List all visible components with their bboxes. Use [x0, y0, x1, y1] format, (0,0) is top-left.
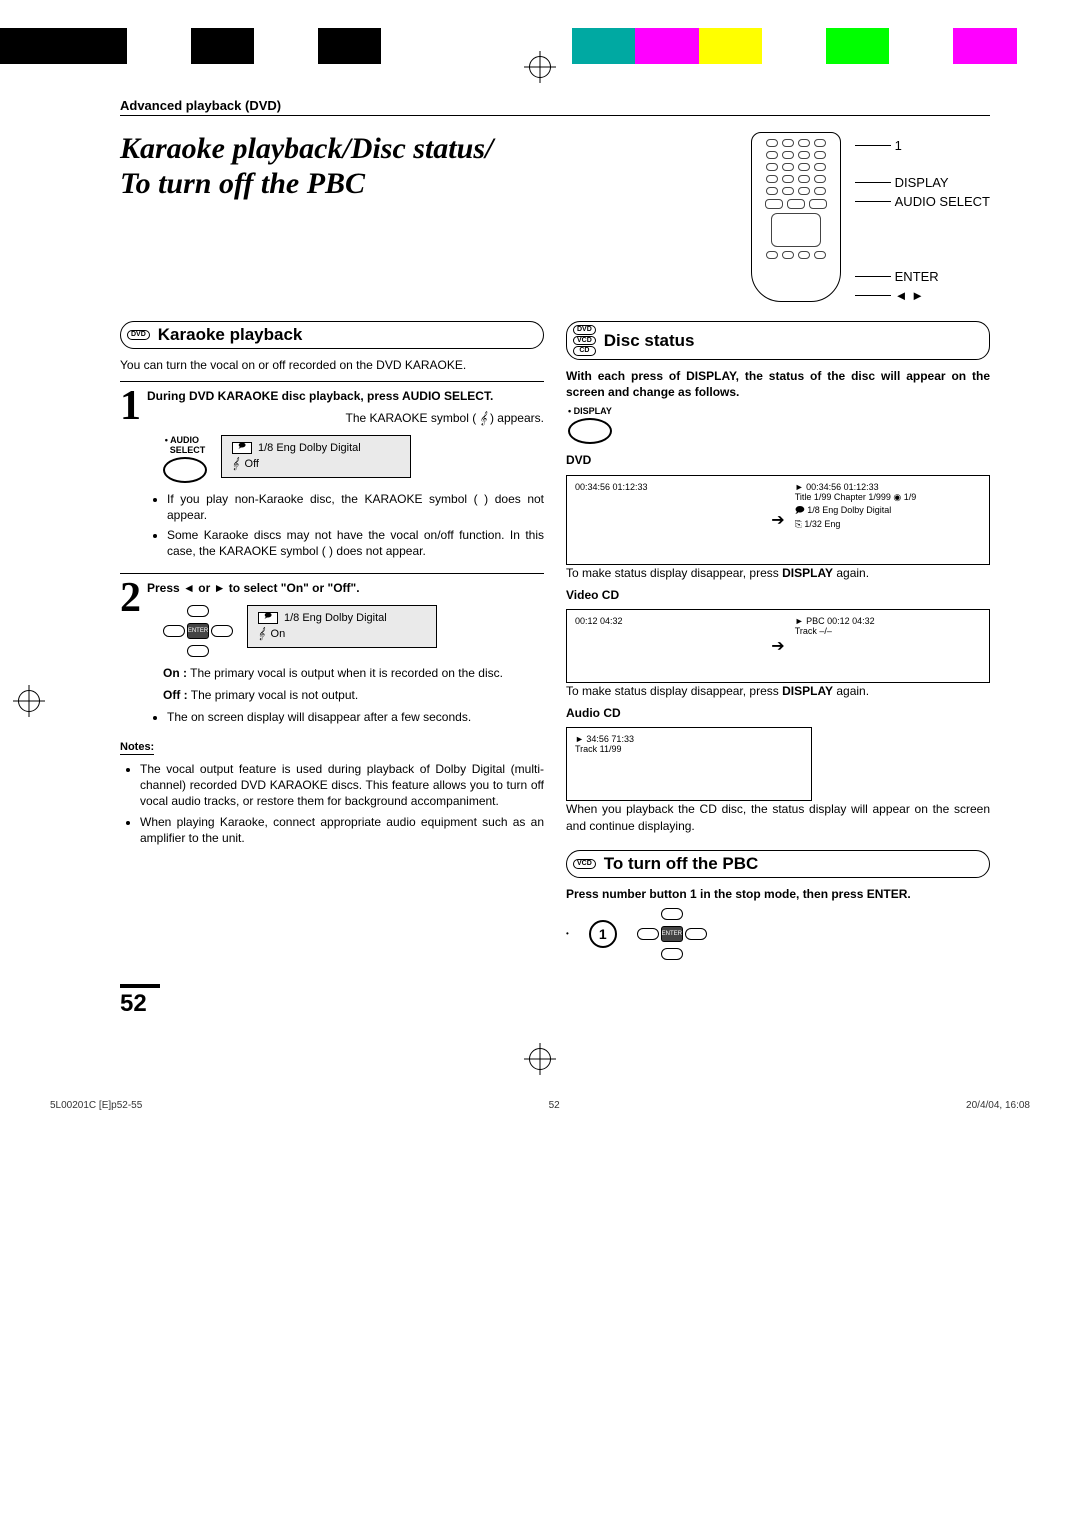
remote-label-1: 1: [895, 138, 902, 153]
audio-select-key-label: • AUDIO SELECT: [165, 435, 206, 455]
karaoke-heading: Karaoke playback: [158, 325, 303, 345]
page-title-line1: Karaoke playback/Disc status/: [120, 132, 727, 167]
pbc-dpad-icon: ENTER: [637, 908, 707, 960]
acd-subhead: Audio CD: [566, 705, 990, 721]
karaoke-intro: You can turn the vocal on or off recorde…: [120, 357, 544, 373]
remote-label-display: DISPLAY: [895, 175, 949, 190]
step-1-sub: The KARAOKE symbol ( 𝄞 ) appears.: [147, 410, 544, 426]
vcd-badge: VCD: [573, 859, 596, 869]
dvd-after: To make status display disappear, press …: [566, 565, 990, 581]
pbc-section-head: VCD To turn off the PBC: [566, 850, 990, 878]
notes-list: The vocal output feature is used during …: [120, 761, 544, 846]
disc-status-section-head: DVD VCD CD Disc status: [566, 321, 990, 360]
registration-mark-left: [18, 690, 40, 712]
audio-select-key-icon: [163, 457, 207, 483]
dvd-badge: DVD: [127, 330, 150, 340]
karaoke-section-head: DVD Karaoke playback: [120, 321, 544, 349]
registration-mark-top: [529, 56, 551, 78]
vcd-subhead: Video CD: [566, 587, 990, 603]
display-key-label: • DISPLAY: [568, 406, 612, 416]
on-desc: On : The primary vocal is output when it…: [163, 665, 544, 681]
notes-heading: Notes:: [120, 741, 154, 755]
display-key-icon: [568, 418, 612, 444]
remote-label-arrows: ◄ ►: [895, 288, 924, 303]
vcd-status-screen: 00:12 04:32 ➔ ► PBC 00:12 04:32 Track –/…: [566, 609, 990, 683]
breadcrumb: Advanced playback (DVD): [120, 98, 990, 113]
disc-status-heading: Disc status: [604, 331, 695, 351]
footer-right: 20/4/04, 16:08: [966, 1100, 1030, 1111]
step-2-bullets: The on screen display will disappear aft…: [147, 709, 544, 725]
vcd-after: To make status display disappear, press …: [566, 683, 990, 699]
footer-mid: 52: [142, 1100, 966, 1111]
dvd-subhead: DVD: [566, 452, 990, 468]
step-2-head: Press ◄ or ► to select "On" or "Off".: [147, 580, 544, 596]
pbc-heading: To turn off the PBC: [604, 854, 759, 874]
page-title-line2: To turn off the PBC: [120, 167, 727, 202]
osd-display-1: 🗩1/8 Eng Dolby Digital 𝄞Off: [221, 435, 411, 478]
registration-mark-bottom: [529, 1048, 551, 1070]
remote-diagram: 1 DISPLAY AUDIO SELECT ENTER ◄ ►: [751, 132, 990, 303]
remote-label-enter: ENTER: [895, 269, 939, 284]
off-desc: Off : The primary vocal is not output.: [163, 687, 544, 703]
dvd-status-screen: 00:34:56 01:12:33 ➔ ► 00:34:56 01:12:33 …: [566, 475, 990, 565]
pbc-dot: •: [566, 929, 569, 938]
page-number: 52: [120, 984, 160, 1018]
footer-left: 5L00201C [E]p52-55: [50, 1100, 142, 1111]
remote-label-audio-select: AUDIO SELECT: [895, 194, 990, 209]
step-1-bullets: If you play non-Karaoke disc, the KARAOK…: [147, 491, 544, 560]
pbc-text: Press number button 1 in the stop mode, …: [566, 886, 990, 902]
divider: [120, 115, 990, 116]
step-1-head: During DVD KARAOKE disc playback, press …: [147, 388, 544, 404]
footer: 5L00201C [E]p52-55 52 20/4/04, 16:08: [50, 1100, 1030, 1111]
acd-after: When you playback the CD disc, the statu…: [566, 801, 990, 833]
pbc-num-1: 1: [589, 920, 617, 948]
step-1-number: 1: [120, 388, 141, 426]
dpad-icon: ENTER: [163, 605, 233, 657]
acd-status-screen: ► 34:56 71:33 Track 11/99: [566, 727, 812, 801]
step-2-number: 2: [120, 580, 141, 618]
osd-display-2: 🗩1/8 Eng Dolby Digital 𝄞On: [247, 605, 437, 648]
disc-intro: With each press of DISPLAY, the status o…: [566, 368, 990, 400]
